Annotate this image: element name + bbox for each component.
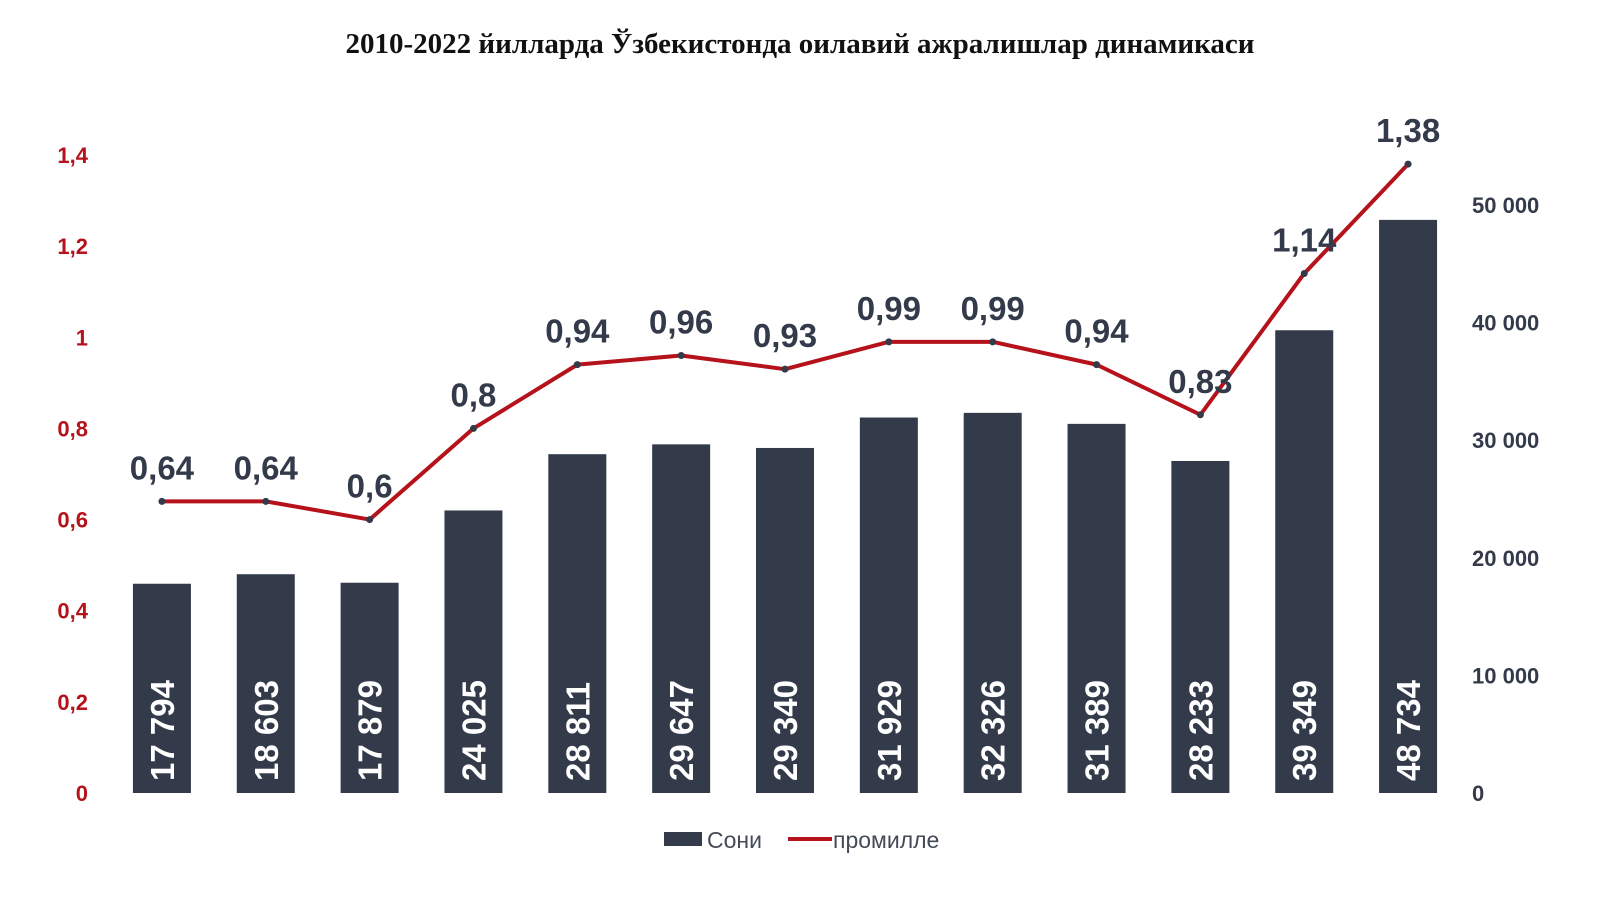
bar-label-6: 29 340 [767,680,804,781]
left-axis-tick-3: 0,6 [57,508,88,533]
left-axis-tick-4: 0,8 [57,416,88,441]
left-axis-tick-1: 0,2 [57,690,88,715]
right-axis-tick-2: 20 000 [1472,546,1539,571]
bar-5 [652,444,711,793]
legend: Сони промилле [664,827,939,853]
bar-series [132,219,1438,793]
line-label-4: 0,94 [545,313,610,350]
left-axis-tick-6: 1,2 [57,234,88,259]
bar-label-8: 32 326 [975,680,1012,781]
line-point-0 [158,497,166,505]
line-label-11: 1,14 [1272,221,1337,258]
bar-label-2: 17 879 [352,680,389,781]
line-label-8: 0,99 [961,290,1025,327]
line-point-9 [1093,361,1101,369]
bar-10 [1171,460,1230,793]
line-point-11 [1300,269,1308,277]
line-label-5: 0,96 [649,304,713,341]
bar-9 [1067,423,1126,793]
legend-label-bar: Сони [707,827,762,853]
line-label-9: 0,94 [1064,313,1129,350]
line-label-0: 0,64 [130,449,195,486]
left-axis: 0 0,2 0,4 0,6 0,8 1 1,2 1,4 [57,143,88,806]
line-label-2: 0,6 [347,468,393,505]
line-point-3 [469,424,477,432]
line-point-7 [885,338,893,346]
left-axis-tick-7: 1,4 [57,143,88,168]
bar-label-11: 39 349 [1286,680,1323,781]
bar-labels: 17 794 18 603 17 879 24 025 28 811 29 647 29 3… [144,679,1427,781]
bar-label-10: 28 233 [1182,680,1219,781]
bar-label-4: 28 811 [559,682,596,781]
line-point-4 [573,361,581,369]
right-axis-tick-3: 30 000 [1472,428,1539,453]
left-axis-tick-0: 0 [76,781,88,806]
right-axis-tick-0: 0 [1472,781,1484,806]
bar-1 [236,574,295,793]
right-axis-tick-1: 10 000 [1472,663,1539,688]
line-label-6: 0,93 [753,317,817,354]
line-label-12: 1,38 [1376,112,1440,149]
legend-label-line: промилле [833,827,939,853]
bar-label-7: 31 929 [871,680,908,781]
left-axis-tick-5: 1 [76,325,88,350]
line-point-5 [677,352,685,360]
bar-label-3: 24 025 [455,680,492,781]
bar-label-12: 48 734 [1390,679,1427,781]
right-axis-tick-5: 50 000 [1472,193,1539,218]
bar-12 [1379,219,1438,793]
line-point-8 [989,338,997,346]
line-point-2 [366,516,374,524]
bar-label-1: 18 603 [248,680,285,781]
line-label-10: 0,83 [1168,363,1232,400]
bar-label-9: 31 389 [1079,680,1116,781]
legend-swatch-bar [664,832,702,846]
bar-0 [132,583,191,793]
right-axis-tick-4: 40 000 [1472,311,1539,336]
bar-8 [963,412,1022,793]
line-point-1 [262,497,270,505]
line-point-10 [1196,411,1204,419]
bar-2 [340,582,399,793]
line-series [158,160,1412,524]
bar-label-5: 29 647 [663,680,700,781]
line-point-12 [1404,160,1412,168]
bar-label-0: 17 794 [144,679,181,781]
chart-title: 2010-2022 йилларда Ўзбекистонда оилавий … [345,28,1255,60]
line-label-7: 0,99 [857,290,921,327]
bar-3 [444,510,503,793]
line-labels: 0,64 0,64 0,6 0,8 0,94 0,96 0,93 0,99 0,99 0,94 0,… [130,112,1440,504]
right-axis: 0 10 000 20 000 30 000 40 000 50 000 [1472,193,1539,806]
bar-6 [756,447,814,793]
line-label-3: 0,8 [451,376,497,413]
line-label-1: 0,64 [234,449,299,486]
bar-7 [859,417,918,793]
left-axis-tick-2: 0,4 [57,599,88,624]
line-point-6 [781,365,789,373]
bar-4 [548,454,607,793]
bar-11 [1275,330,1334,793]
